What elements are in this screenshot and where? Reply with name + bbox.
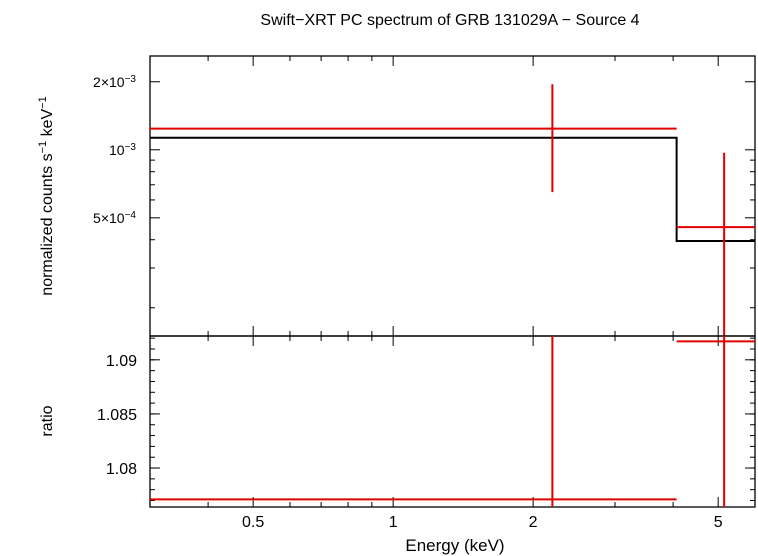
x-tick-label: 0.5	[242, 514, 264, 531]
bottom-plot-frame	[149, 335, 756, 508]
y-tick-label: 1.09	[106, 353, 137, 370]
x-tick-label: 5	[714, 514, 723, 531]
top-plot-frame	[149, 55, 756, 337]
chart-title: Swift−XRT PC spectrum of GRB 131029A − S…	[260, 12, 639, 29]
y-tick-label: 5×10−4	[93, 209, 136, 226]
x-tick-label: 2	[529, 514, 538, 531]
y-axis-label-counts: normalized counts s−1 keV−1	[37, 96, 56, 295]
x-axis-label: Energy (keV)	[405, 536, 504, 555]
y-tick-label: 2×10−3	[93, 73, 136, 90]
model-step-line	[150, 136, 755, 242]
top-panel: 2×10−3 10−3 5×10−4 normalized counts s−1 ke…	[37, 55, 756, 337]
y-tick-label: 1.08	[106, 461, 137, 478]
bottom-panel: 1.09 1.085 1.08 0.5 1 2 5 Energy (keV) ratio	[39, 335, 756, 555]
y-tick-label: 10−3	[109, 141, 136, 158]
x-tick-label: 1	[389, 514, 398, 531]
y-tick-label: 1.085	[97, 407, 137, 424]
y-axis-label-ratio: ratio	[39, 405, 56, 436]
